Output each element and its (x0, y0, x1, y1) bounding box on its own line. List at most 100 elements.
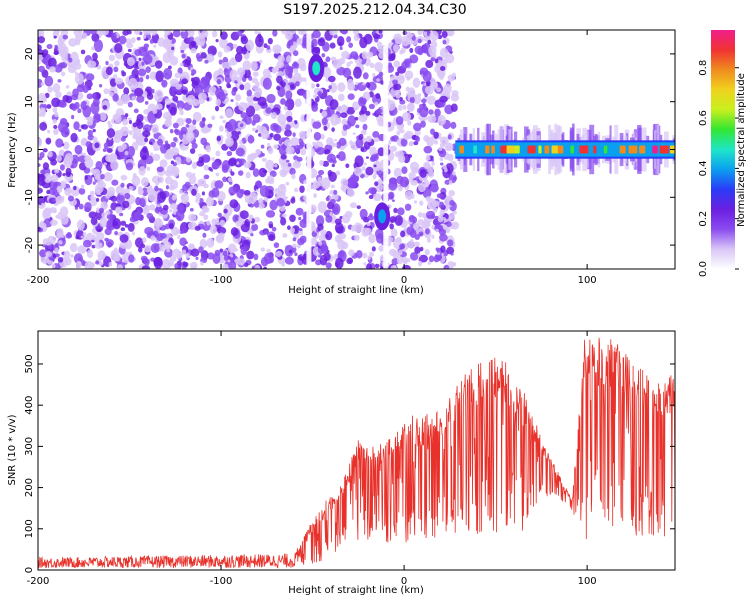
heatmap-cell (320, 229, 327, 236)
heatmap-cell (147, 110, 157, 124)
heatmap-cell (363, 141, 371, 150)
heatmap-cell (207, 45, 217, 57)
heatmap-cell (439, 157, 444, 162)
heatmap-cell (57, 79, 62, 83)
heatmap-cell (243, 189, 251, 196)
heatmap-cell (61, 54, 68, 63)
heatmap-cell (101, 212, 107, 218)
heatmap-cell (141, 154, 147, 161)
heatmap-cell (74, 60, 80, 66)
heatmap-cell (245, 171, 251, 179)
heatmap-cell (186, 94, 196, 106)
heatmap-cell (312, 141, 316, 146)
heatmap-cell (176, 250, 183, 259)
heatmap-cell (94, 142, 100, 149)
heatmap-cell (47, 150, 53, 158)
heatmap-cell (206, 237, 215, 248)
heatmap-cell (423, 83, 427, 86)
heatmap-cell (391, 39, 396, 44)
y-tick-label: 20 (24, 48, 35, 61)
heatmap-cell (247, 135, 255, 144)
heatmap-cell (55, 138, 64, 148)
heatmap-cell (399, 129, 405, 134)
heatmap-cell (220, 31, 228, 40)
heatmap-cell (126, 42, 134, 49)
signal-band-peak (551, 145, 560, 154)
heatmap-cell (178, 84, 183, 88)
heatmap-cell (172, 122, 179, 129)
heatmap-cell (59, 206, 69, 217)
heatmap-cell (141, 187, 149, 197)
heatmap-cell (45, 137, 52, 145)
heatmap-cell (414, 246, 421, 255)
heatmap-cell (323, 125, 328, 131)
heatmap-cell (339, 30, 348, 34)
heatmap-cell (442, 164, 447, 170)
heatmap-cell (423, 31, 428, 37)
heatmap-cell (353, 222, 363, 233)
heatmap-cell (197, 179, 202, 185)
heatmap-cell (235, 220, 243, 227)
heatmap-cell (360, 147, 365, 152)
signal-band-peak (544, 145, 550, 154)
heatmap-cell (435, 228, 440, 233)
colorbar-label: Normalized spectral amplitude (736, 73, 747, 227)
heatmap-cell (417, 211, 423, 218)
colorbar-tick-label: 0.8 (698, 60, 709, 76)
heatmap-cell (190, 72, 195, 76)
heatmap-cell (418, 182, 426, 193)
heatmap-cell (378, 245, 385, 252)
spectrogram-ylabel: Frequency (Hz) (7, 112, 18, 188)
heatmap-cell (114, 77, 124, 85)
heatmap-cell (92, 136, 98, 143)
heatmap-cell (154, 217, 163, 227)
heatmap-cell (439, 136, 449, 145)
heatmap-cell (211, 115, 216, 121)
heatmap-cell (417, 260, 423, 267)
heatmap-cell (372, 193, 382, 202)
heatmap-cell (128, 185, 134, 191)
heatmap-cell (230, 56, 236, 63)
heatmap-cell (378, 30, 383, 34)
heatmap-cell (415, 135, 420, 143)
heatmap-cell (179, 156, 188, 165)
heatmap-cell (100, 173, 105, 180)
heatmap-cell (439, 47, 449, 59)
heatmap-cell (268, 224, 274, 229)
heatmap-cell (434, 58, 439, 64)
heatmap-cell (94, 175, 101, 181)
heatmap-cell (102, 148, 107, 152)
heatmap-cell (111, 179, 119, 186)
heatmap-cell (237, 131, 241, 135)
heatmap-cell (448, 189, 455, 197)
heatmap-cell (39, 151, 45, 159)
heatmap-cell (398, 185, 403, 192)
heatmap-cell (163, 241, 172, 250)
signal-band-peak (659, 145, 670, 154)
heatmap-cell (373, 164, 377, 168)
heatmap-cell (181, 53, 186, 59)
heatmap-cell (41, 202, 45, 207)
heatmap-cell (47, 57, 57, 68)
heatmap-cell (92, 181, 96, 185)
heatmap-cell (215, 235, 222, 242)
heatmap-cell (423, 134, 430, 142)
heatmap-cell (407, 120, 412, 126)
heatmap-cell (248, 192, 258, 203)
heatmap-cell (427, 204, 432, 209)
signal-band-peak (603, 145, 608, 154)
heatmap-cell (439, 209, 445, 216)
heatmap-cell (124, 224, 129, 228)
heatmap-cell (74, 206, 79, 210)
heatmap-cell (331, 127, 335, 132)
heatmap-cell (47, 129, 51, 134)
heatmap-cell (121, 71, 127, 77)
heatmap-cell (38, 174, 46, 182)
heatmap-cell (369, 62, 375, 69)
heatmap-cell (248, 98, 254, 106)
heatmap-cell (181, 249, 187, 256)
heatmap-cell (276, 197, 285, 207)
heatmap-cell (131, 37, 136, 44)
heatmap-cell (214, 180, 224, 189)
heatmap-cell (367, 255, 371, 260)
